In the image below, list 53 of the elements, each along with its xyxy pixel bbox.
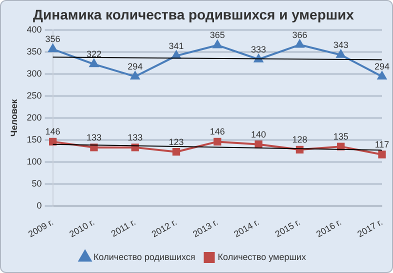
data-label: 366 xyxy=(292,30,308,40)
data-label: 133 xyxy=(128,132,143,142)
legend-label: Количество родившихся xyxy=(94,252,196,262)
point xyxy=(172,148,180,156)
x-tick-label: 2009 г. xyxy=(26,216,56,240)
data-label: 322 xyxy=(86,49,102,60)
x-tick-label: 2016 г. xyxy=(314,216,344,240)
point xyxy=(90,59,98,68)
x-tick-label: 2015 г. xyxy=(273,216,302,240)
data-label: 341 xyxy=(168,40,184,51)
data-label: 294 xyxy=(128,61,143,72)
x-tick-label: 2011 г. xyxy=(109,216,138,239)
y-tick-label: 200 xyxy=(26,112,42,122)
data-label: 356 xyxy=(45,34,60,44)
data-label: 140 xyxy=(251,129,266,140)
x-tick-label: 2012 г. xyxy=(150,216,178,240)
data-label: 333 xyxy=(251,44,266,54)
y-tick-label: 300 xyxy=(26,68,42,78)
point xyxy=(48,138,57,146)
y-tick-label: 100 xyxy=(26,156,42,166)
x-tick-label: 2017 г. xyxy=(356,216,384,240)
x-tick-label: 2010 г. xyxy=(68,216,96,240)
x-tick-label: 2014 г. xyxy=(232,216,261,240)
legend-label: Количество умерших xyxy=(218,252,306,262)
point xyxy=(214,138,222,146)
y-tick-label: 400 xyxy=(26,24,42,34)
x-tick-label: 2013 г. xyxy=(191,216,220,240)
point xyxy=(130,72,140,80)
y-tick-label: 0 xyxy=(36,200,42,211)
data-label: 146 xyxy=(45,126,60,137)
y-tick-label: 350 xyxy=(26,46,42,56)
data-label: 343 xyxy=(333,40,348,50)
y-tick-label: 250 xyxy=(26,90,42,100)
y-tick-label: 150 xyxy=(26,134,42,144)
point xyxy=(378,72,386,80)
point xyxy=(295,40,304,48)
data-label: 135 xyxy=(333,132,348,142)
data-label: 294 xyxy=(374,61,390,72)
point xyxy=(48,44,58,52)
point xyxy=(336,50,346,58)
data-label: 117 xyxy=(374,139,390,150)
data-label: 146 xyxy=(210,126,225,137)
chart-title: Динамика количества родившихся и умерших xyxy=(33,6,354,22)
data-label: 123 xyxy=(168,136,184,147)
y-axis-title: Человек xyxy=(8,98,19,137)
data-label: 128 xyxy=(292,134,308,145)
data-label: 365 xyxy=(210,30,225,40)
point xyxy=(378,150,386,158)
point xyxy=(337,142,345,150)
point xyxy=(212,40,222,48)
y-tick-label: 50 xyxy=(32,178,42,188)
data-label: 133 xyxy=(86,132,102,142)
point xyxy=(254,140,262,148)
